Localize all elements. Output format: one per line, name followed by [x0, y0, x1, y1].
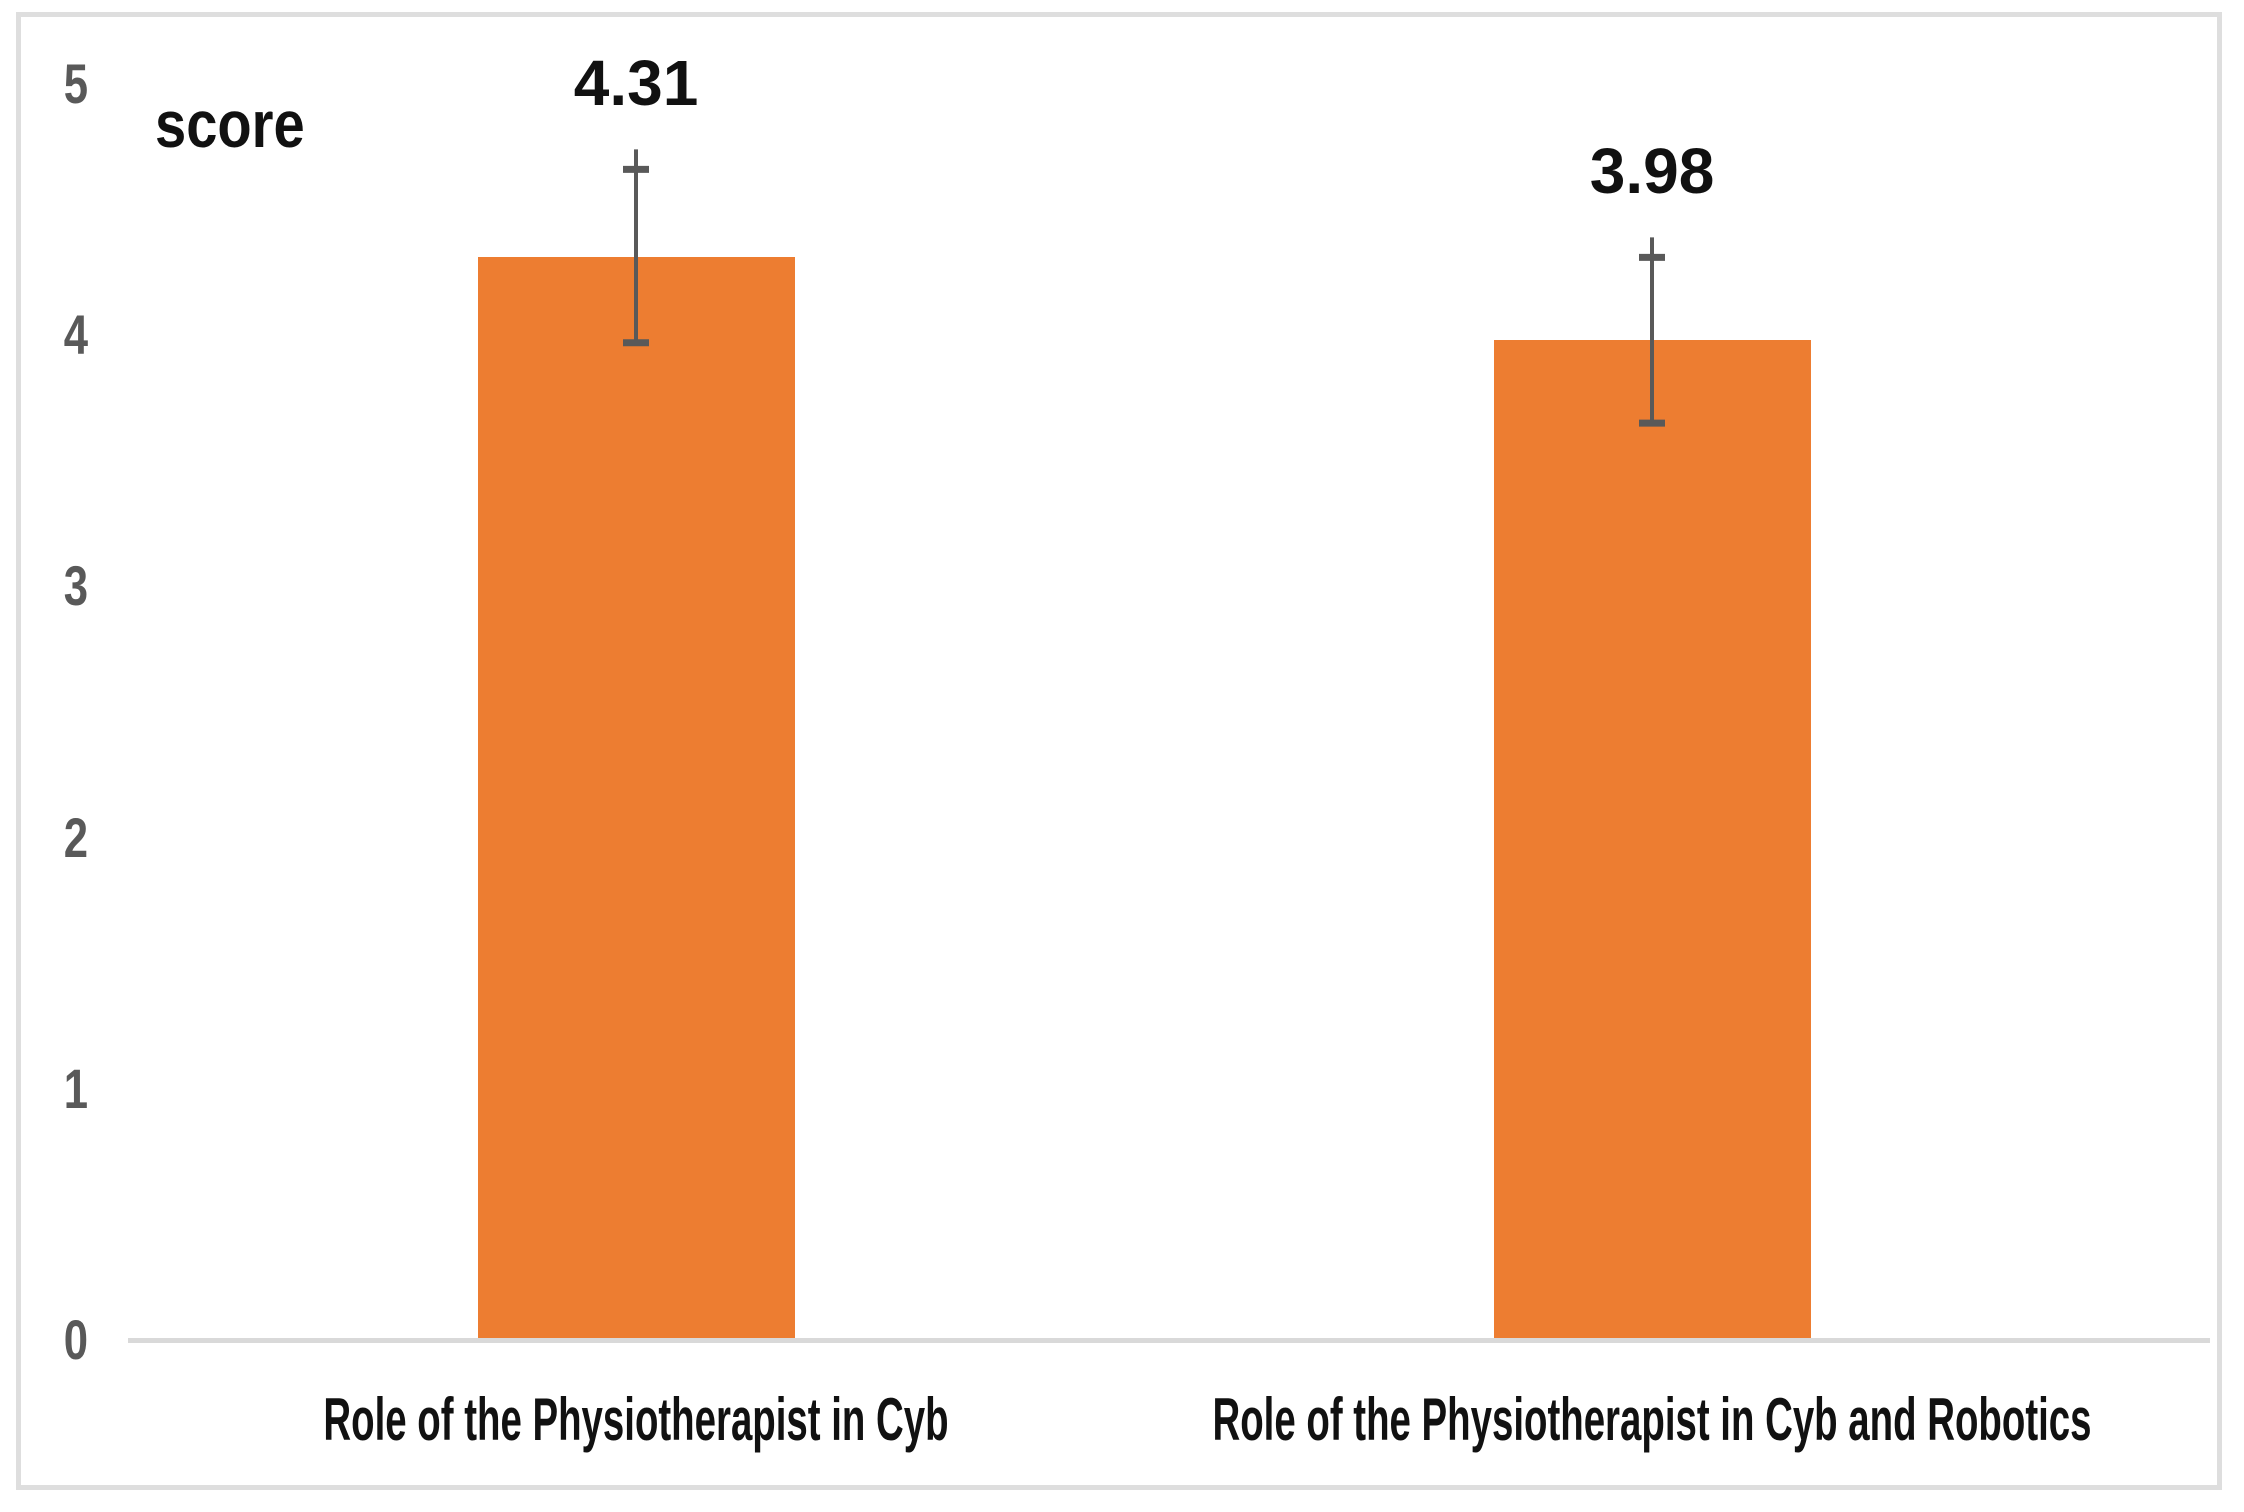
category-label-bar-1: Role of the Physiotherapist in Cyb [148, 1390, 1125, 1450]
y-tick-label-5: 5 [63, 52, 88, 115]
x-axis-line [128, 1338, 2210, 1343]
y-axis-title: score [155, 87, 305, 161]
y-tick-label-1: 1 [63, 1056, 88, 1120]
category-label-text-1: Role of the Physiotherapist in Cyb [323, 1386, 949, 1453]
data-label-bar-1: 4.31 [573, 47, 699, 120]
bar-role-physiotherapist-cyb-robotics [1493, 340, 1811, 1340]
category-label-bar-2: Role of the Physiotherapist in Cyb and R… [965, 1390, 2244, 1450]
y-tick-label-0: 0 [63, 1308, 88, 1371]
bar-role-physiotherapist-cyb [477, 257, 795, 1340]
y-tick-label-2: 2 [63, 805, 88, 869]
data-label-bar-2: 3.98 [1589, 135, 1715, 208]
y-tick-label-3: 3 [63, 554, 88, 618]
y-tick-label-4: 4 [63, 303, 88, 367]
chart-frame [16, 12, 2222, 1490]
category-label-text-2: Role of the Physiotherapist in Cyb and R… [1212, 1386, 2092, 1453]
